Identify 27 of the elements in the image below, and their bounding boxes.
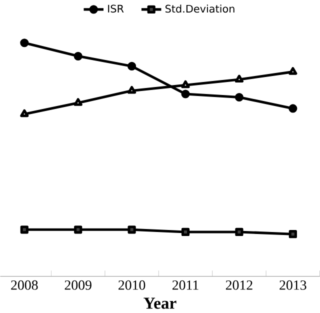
point — [74, 226, 82, 234]
point — [20, 109, 29, 118]
point — [74, 52, 82, 61]
x-tick-label: 2009 — [64, 280, 92, 290]
point — [234, 74, 244, 83]
x-tick-label: 2013 — [280, 280, 306, 290]
point — [234, 93, 244, 102]
legend-label: ISR — [108, 4, 124, 13]
point — [288, 230, 297, 238]
legend-label: Std.Deviation — [165, 4, 234, 13]
x-tick-label: 2012 — [226, 280, 252, 290]
point — [74, 98, 82, 106]
point — [181, 228, 190, 236]
x-tick-label: 2010 — [118, 280, 146, 290]
point — [235, 228, 244, 236]
x-axis-title: Year — [144, 298, 176, 309]
x-tick-label: 2008 — [11, 280, 38, 290]
point — [20, 226, 28, 234]
point — [181, 90, 190, 98]
point — [20, 38, 29, 48]
point — [128, 86, 136, 94]
point — [288, 104, 298, 113]
point — [181, 80, 190, 88]
point — [288, 67, 298, 75]
point — [128, 62, 136, 71]
point — [128, 226, 136, 234]
x-tick-label: 2011 — [172, 280, 198, 290]
